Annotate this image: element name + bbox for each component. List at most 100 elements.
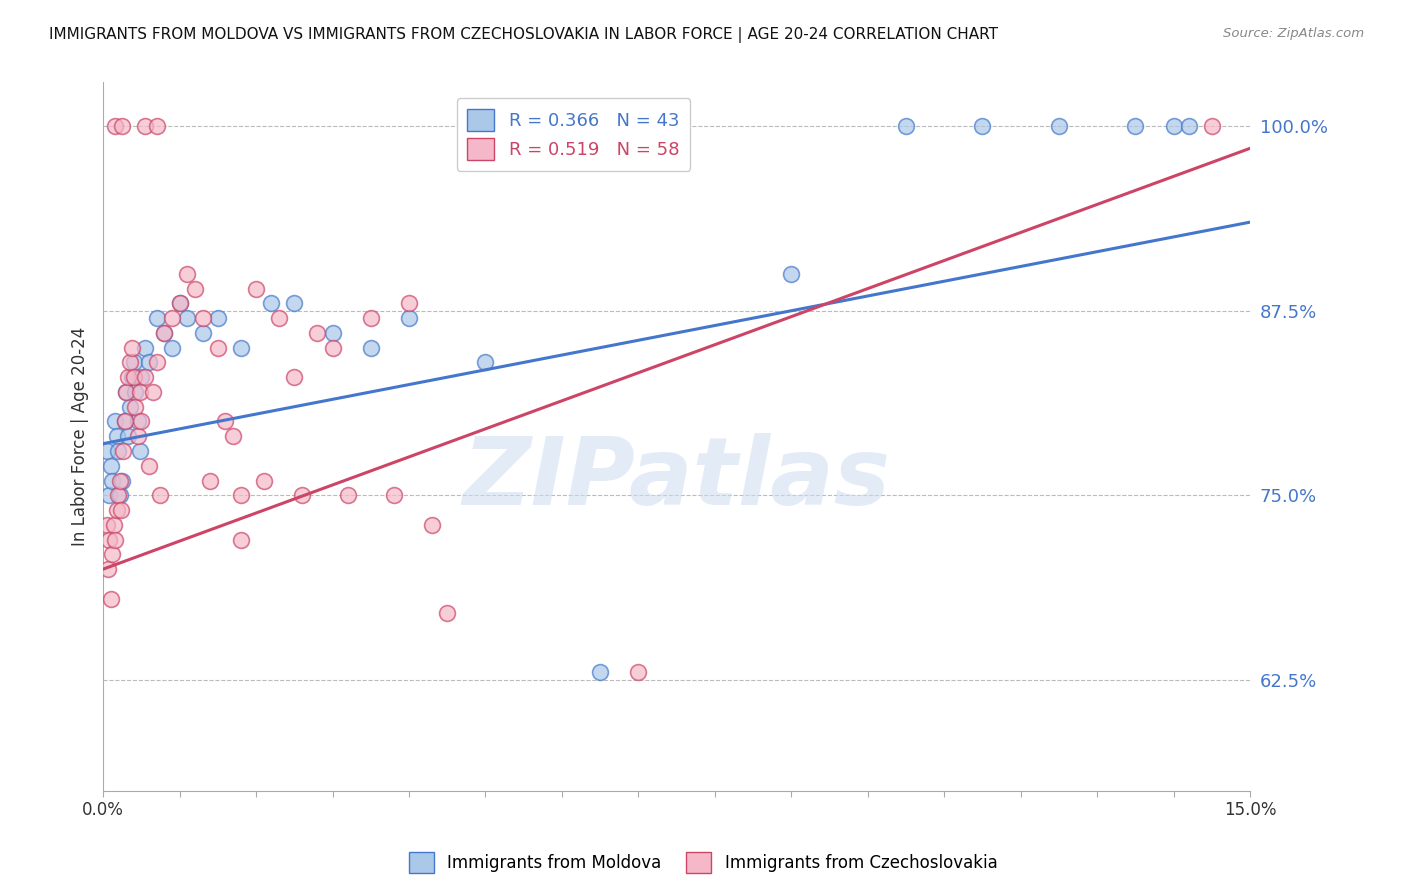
Point <box>398 311 420 326</box>
Point <box>118 355 141 369</box>
Point <box>145 119 167 133</box>
Point <box>122 355 145 369</box>
Point <box>253 474 276 488</box>
Point <box>134 341 156 355</box>
Point <box>267 311 290 326</box>
Point <box>108 488 131 502</box>
Point <box>101 474 124 488</box>
Text: ZIPatlas: ZIPatlas <box>463 433 890 524</box>
Point <box>124 384 146 399</box>
Point <box>321 341 343 355</box>
Text: IMMIGRANTS FROM MOLDOVA VS IMMIGRANTS FROM CZECHOSLOVAKIA IN LABOR FORCE | AGE 2: IMMIGRANTS FROM MOLDOVA VS IMMIGRANTS FR… <box>49 27 998 43</box>
Point <box>111 119 134 133</box>
Point <box>207 341 229 355</box>
Point <box>1201 119 1223 133</box>
Point <box>115 384 138 399</box>
Point <box>229 533 252 547</box>
Point <box>169 296 191 310</box>
Point <box>627 665 650 680</box>
Point <box>128 384 150 399</box>
Text: Source: ZipAtlas.com: Source: ZipAtlas.com <box>1223 27 1364 40</box>
Point <box>114 415 136 429</box>
Point <box>176 267 198 281</box>
Point <box>122 370 145 384</box>
Point <box>138 355 160 369</box>
Point <box>124 400 146 414</box>
Point <box>214 415 236 429</box>
Point <box>169 296 191 310</box>
Point <box>96 444 118 458</box>
Point <box>111 474 134 488</box>
Point <box>101 547 124 561</box>
Point <box>198 474 221 488</box>
Point <box>138 458 160 473</box>
Point <box>127 429 149 443</box>
Point <box>104 119 127 133</box>
Point <box>191 326 214 340</box>
Point <box>115 384 138 399</box>
Point <box>229 488 252 502</box>
Y-axis label: In Labor Force | Age 20-24: In Labor Force | Age 20-24 <box>72 326 89 546</box>
Point <box>382 488 405 502</box>
Point <box>160 311 183 326</box>
Point <box>176 311 198 326</box>
Point <box>131 415 153 429</box>
Point <box>589 665 612 680</box>
Point <box>245 282 267 296</box>
Point <box>145 311 167 326</box>
Point <box>100 458 122 473</box>
Point <box>360 341 382 355</box>
Point <box>96 517 118 532</box>
Point <box>972 119 994 133</box>
Point <box>117 429 139 443</box>
Point <box>97 562 120 576</box>
Legend: Immigrants from Moldova, Immigrants from Czechoslovakia: Immigrants from Moldova, Immigrants from… <box>402 846 1004 880</box>
Point <box>128 444 150 458</box>
Point <box>184 282 207 296</box>
Point <box>260 296 283 310</box>
Point <box>104 415 127 429</box>
Point <box>100 591 122 606</box>
Point <box>398 296 420 310</box>
Point <box>191 311 214 326</box>
Point <box>98 533 121 547</box>
Point <box>780 267 803 281</box>
Point <box>283 370 305 384</box>
Point <box>894 119 917 133</box>
Point <box>114 415 136 429</box>
Point <box>420 517 443 532</box>
Point <box>98 488 121 502</box>
Point <box>222 429 245 443</box>
Point <box>131 370 153 384</box>
Point <box>1047 119 1070 133</box>
Point <box>134 119 156 133</box>
Point <box>121 370 143 384</box>
Point <box>134 370 156 384</box>
Point <box>121 341 143 355</box>
Point <box>436 607 458 621</box>
Point <box>336 488 359 502</box>
Point <box>111 444 134 458</box>
Legend: R = 0.366   N = 43, R = 0.519   N = 58: R = 0.366 N = 43, R = 0.519 N = 58 <box>457 98 690 171</box>
Point <box>321 326 343 340</box>
Point <box>127 415 149 429</box>
Point <box>207 311 229 326</box>
Point <box>291 488 314 502</box>
Point <box>145 355 167 369</box>
Point <box>142 384 165 399</box>
Point <box>117 370 139 384</box>
Point <box>149 488 172 502</box>
Point <box>118 400 141 414</box>
Point <box>1163 119 1185 133</box>
Point <box>104 533 127 547</box>
Point <box>1178 119 1201 133</box>
Point <box>474 355 496 369</box>
Point <box>108 474 131 488</box>
Point <box>105 503 128 517</box>
Point <box>283 296 305 310</box>
Point <box>107 444 129 458</box>
Point <box>360 311 382 326</box>
Point <box>103 517 125 532</box>
Point <box>229 341 252 355</box>
Point <box>110 503 132 517</box>
